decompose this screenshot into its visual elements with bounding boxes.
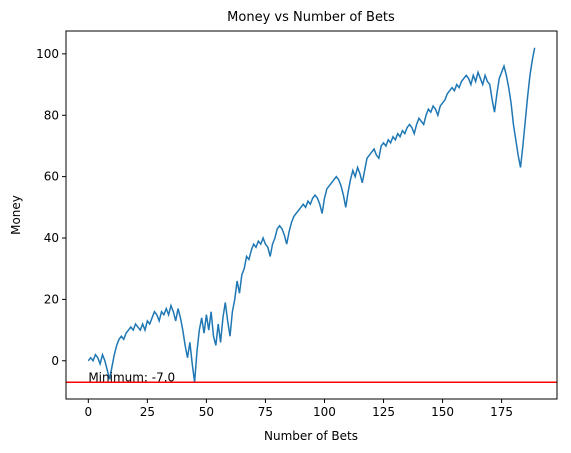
plot-frame — [65, 30, 558, 400]
x-tick-label: 175 — [490, 405, 513, 419]
x-tick-label: 75 — [258, 405, 273, 419]
x-tick-label: 100 — [313, 405, 336, 419]
y-tick-label: 40 — [44, 231, 59, 245]
x-tick-label: 150 — [431, 405, 454, 419]
y-tick-label: 20 — [44, 292, 59, 306]
x-axis-label: Number of Bets — [264, 429, 358, 443]
y-tick-label: 80 — [44, 108, 59, 122]
y-tick-label: 0 — [51, 354, 59, 368]
y-axis-label: Money — [9, 195, 23, 235]
x-tick-label: 25 — [140, 405, 155, 419]
data-line — [87, 47, 536, 383]
chart-title: Money vs Number of Bets — [227, 10, 395, 25]
x-tick-label: 50 — [199, 405, 214, 419]
y-tick-label: 60 — [44, 170, 59, 184]
y-tick-label: 100 — [36, 47, 59, 61]
x-tick-label: 0 — [84, 405, 92, 419]
minimum-annotation: Minimum: -7.0 — [88, 370, 175, 384]
x-tick-label: 125 — [372, 405, 395, 419]
